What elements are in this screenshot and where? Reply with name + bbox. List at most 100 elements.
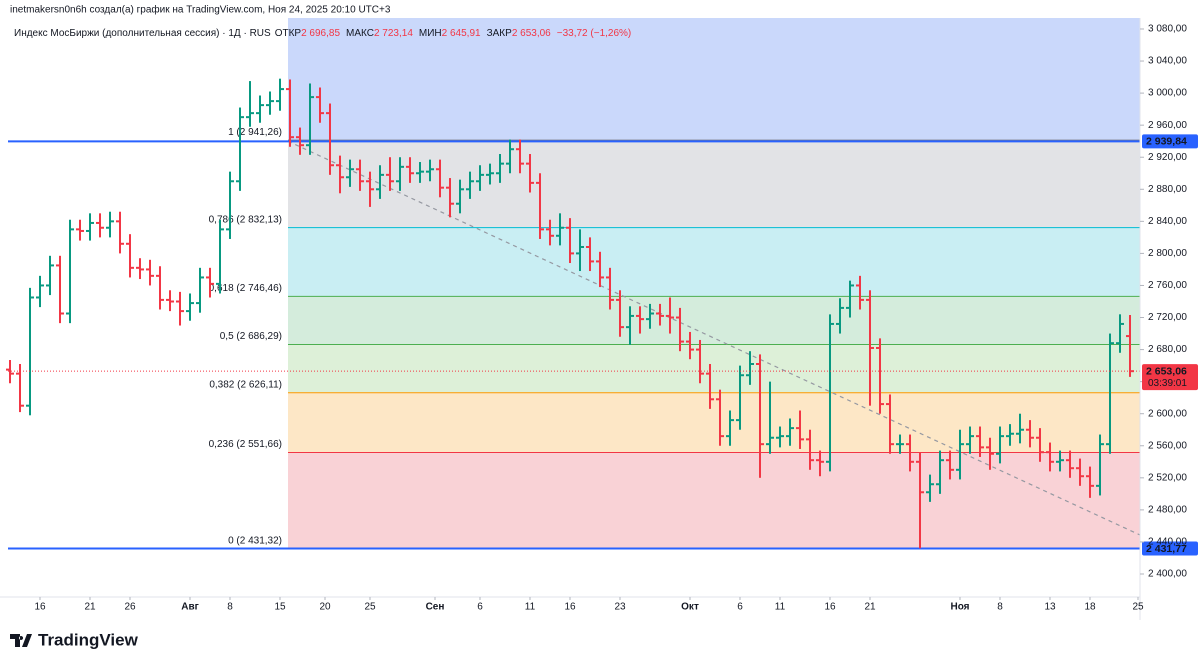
x-tick-label: 8 <box>997 602 1003 613</box>
ohlc-bar <box>1026 420 1034 448</box>
ohlc-bar <box>746 351 754 385</box>
ohlc-bar <box>416 162 424 183</box>
ohlc-bar <box>536 173 544 239</box>
ohlc-bar <box>246 81 254 127</box>
ohlc-bar <box>856 275 864 310</box>
ohlc-bar <box>666 297 674 334</box>
ohlc-bar <box>806 429 814 470</box>
ohlc-bar <box>266 91 274 115</box>
ohlc-bar <box>36 275 44 308</box>
ohlc-bar <box>546 219 554 246</box>
y-tick-label: 2 440,00 <box>1148 537 1187 548</box>
countdown: 03:39:01 <box>1148 378 1187 389</box>
ohlc-bar <box>526 154 534 193</box>
ohlc-bar <box>1096 434 1104 496</box>
y-tick-label: 2 520,00 <box>1148 472 1187 483</box>
y-tick-label: 2 680,00 <box>1148 344 1187 355</box>
ohlc-bar <box>46 255 54 296</box>
y-tick-label: 2 920,00 <box>1148 152 1187 163</box>
ohlc-bar <box>1116 314 1124 353</box>
ohlc-bar <box>1066 450 1074 478</box>
ohlc-bar <box>236 107 244 191</box>
ohlc-bar <box>446 178 454 218</box>
legend-item: 2 696,85 <box>301 28 340 39</box>
ohlc-bar <box>76 219 84 241</box>
x-tick-label: 18 <box>1084 602 1096 613</box>
ohlc-bar <box>756 354 764 478</box>
ohlc-bar <box>1106 333 1114 454</box>
fib-top-zone <box>288 18 1140 141</box>
ohlc-bar <box>596 251 604 288</box>
ohlc-bar <box>346 159 354 187</box>
y-tick-label: 2 400,00 <box>1148 569 1187 580</box>
fib-label: 0 (2 431,32) <box>228 536 282 547</box>
y-tick-label: 2 480,00 <box>1148 505 1187 516</box>
current-price-tag <box>1142 364 1198 391</box>
ohlc-bar <box>116 211 124 254</box>
ohlc-bar <box>276 78 284 111</box>
x-tick-label: 16 <box>34 602 46 613</box>
ohlc-bar <box>826 314 834 472</box>
ohlc-bar <box>1036 428 1044 462</box>
ohlc-bar <box>306 83 314 155</box>
x-tick-label: 21 <box>84 602 96 613</box>
ohlc-bar <box>556 213 564 246</box>
fib-label: 0,786 (2 832,13) <box>209 214 282 225</box>
price-tag <box>1142 541 1198 556</box>
legend-item: Индекс МосБиржи (дополнительная сессия) … <box>14 28 271 39</box>
ohlc-bar <box>6 360 14 384</box>
y-tick-label: 2 840,00 <box>1148 216 1187 227</box>
ohlc-bar <box>996 426 1004 464</box>
ohlc-bar <box>136 258 144 280</box>
x-tick-label: 25 <box>364 602 376 613</box>
ohlc-bar <box>296 127 304 155</box>
ohlc-bar <box>926 474 934 502</box>
ohlc-bar <box>586 237 594 272</box>
ohlc-bar <box>476 165 484 191</box>
ohlc-bar <box>366 171 374 207</box>
ohlc-bar <box>956 429 964 480</box>
ohlc-bar <box>376 165 384 199</box>
ohlc-bar <box>656 303 664 326</box>
ohlc-bar <box>256 95 264 123</box>
ohlc-bar <box>486 163 494 185</box>
logo: TradingView <box>10 630 139 649</box>
ohlc-bar <box>216 219 224 294</box>
price-tag-label: 2 939,84 <box>1146 136 1187 148</box>
x-tick-label: 16 <box>564 602 576 613</box>
x-tick-label: 8 <box>227 602 233 613</box>
x-tick-label: 20 <box>319 602 331 613</box>
x-tick-label: Авг <box>181 602 199 613</box>
x-tick-label: 11 <box>525 602 536 613</box>
ohlc-bar <box>796 410 804 449</box>
ohlc-bar <box>386 157 394 191</box>
ohlc-bar <box>606 267 614 310</box>
legend: Индекс МосБиржи (дополнительная сессия) … <box>14 28 631 39</box>
y-tick-label: 3 000,00 <box>1148 88 1187 99</box>
ohlc-bar <box>896 434 904 454</box>
ohlc-bar <box>976 426 984 457</box>
ohlc-bar <box>466 171 474 199</box>
y-tick-label: 2 800,00 <box>1148 248 1187 259</box>
x-tick-label: 21 <box>864 602 876 613</box>
fib-label: 0,382 (2 626,11) <box>209 379 282 390</box>
y-tick-label: 2 960,00 <box>1148 120 1187 131</box>
ohlc-bar <box>286 79 294 147</box>
legend-item: 2 653,06 <box>512 28 551 39</box>
credit: inetmakersn0n6h создал(а) график на Trad… <box>10 4 391 16</box>
fib-label: 0,236 (2 551,66) <box>209 439 282 450</box>
ohlc-bar <box>936 450 944 494</box>
y-tick-label: 3 080,00 <box>1148 24 1187 35</box>
ohlc-bar <box>676 307 684 352</box>
ohlc-bar <box>886 394 894 454</box>
ohlc-bar <box>1086 466 1094 498</box>
ohlc-bar <box>26 287 34 416</box>
fib-zone <box>288 140 1140 228</box>
ohlc-bar <box>736 365 744 430</box>
x-tick-label: Сен <box>426 602 445 613</box>
y-tick-label: 2 880,00 <box>1148 184 1187 195</box>
ohlc-bar <box>576 229 584 272</box>
ohlc-bar <box>906 434 914 472</box>
ohlc-bar <box>986 437 994 470</box>
